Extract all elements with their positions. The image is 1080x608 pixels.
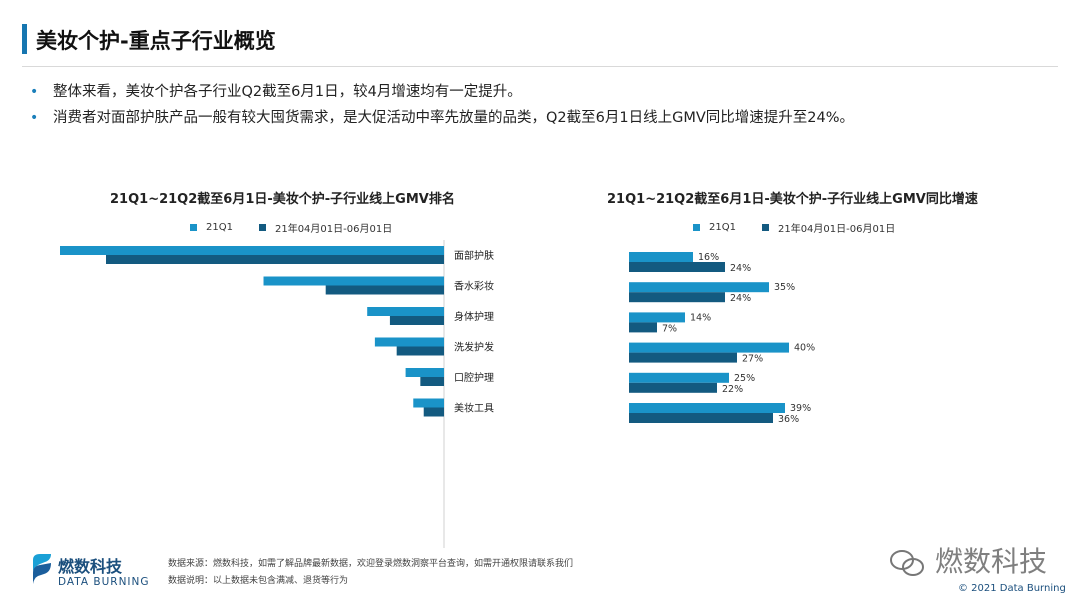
chart1-bar-21q1: [60, 246, 444, 255]
chart2-value-label: 16%: [698, 252, 719, 263]
chart2-value-label: 24%: [730, 293, 751, 304]
chart2-value-label: 7%: [662, 323, 677, 334]
chart1-bar-21q2: [396, 346, 444, 356]
legend-swatch: [190, 224, 197, 231]
page-title: 美妆个护-重点子行业概览: [36, 29, 276, 53]
copyright: © 2021 Data Burning: [958, 583, 1066, 594]
chart1-category-label: 香水彩妆: [454, 280, 494, 293]
summary-bullets: • 整体来看，美妆个护各子行业Q2截至6月1日，较4月增速均有一定提升。 • 消…: [30, 79, 1070, 131]
chart1-bar-21q1: [367, 307, 444, 316]
bullet-dot: •: [30, 110, 39, 126]
chart2-value-label: 24%: [730, 263, 751, 274]
chart2-bar-21q2: [629, 262, 725, 272]
brand-name-cn: 燃数科技: [58, 557, 123, 576]
chart2-bar-21q1: [629, 372, 729, 383]
chart2-bar-21q1: [629, 312, 685, 323]
chart2-value-label: 22%: [722, 384, 743, 395]
chart2-bar-21q2: [629, 382, 717, 393]
brand-name-en: DATA BURNING: [58, 576, 150, 588]
chart1-bar-21q2: [325, 285, 444, 295]
chart2-bar-21q1: [629, 252, 693, 262]
legend-item: 21年04月01日-06月01日: [761, 220, 896, 235]
bullet-item: • 消费者对面部护肤产品一般有较大囤货需求，是大促活动中率先放量的品类，Q2截至…: [30, 105, 1070, 131]
chart2-value-label: 25%: [734, 373, 755, 384]
chart2-bar-21q1: [629, 403, 785, 413]
source-note: 数据来源：燃数科技，如需了解品牌最新数据，欢迎登录燃数洞察平台查询，如需开通权限…: [168, 559, 574, 569]
watermark-text: 燃数科技: [935, 545, 1048, 578]
wechat-watermark-icon: [890, 550, 924, 576]
legend-swatch: [693, 224, 700, 231]
legend-item: 21Q1: [693, 222, 736, 233]
chart2-title: 21Q1~21Q2截至6月1日-美妆个护-子行业线上GMV同比增速: [607, 192, 978, 207]
chart1-category-label: 身体护理: [454, 310, 494, 323]
chart2-value-label: 36%: [778, 414, 799, 425]
title-accent-bar: [22, 24, 27, 54]
chart1-category-label: 美妆工具: [454, 402, 494, 415]
chart1-bar-21q2: [389, 316, 444, 325]
title-divider: [22, 66, 1058, 67]
bullet-text: 消费者对面部护肤产品一般有较大囤货需求，是大促活动中率先放量的品类，Q2截至6月…: [53, 110, 854, 126]
chart1-category-label: 面部护肤: [454, 249, 494, 262]
chart2-value-label: 27%: [742, 354, 763, 365]
chart1-category-label: 口腔护理: [454, 371, 494, 384]
chart1-bar-21q1: [405, 368, 444, 377]
legend-item: 21Q1: [190, 222, 233, 233]
chart1-title: 21Q1~21Q2截至6月1日-美妆个护-子行业线上GMV排名: [110, 192, 455, 207]
chart2-bar-21q2: [629, 413, 773, 423]
chart2-value-label: 35%: [774, 282, 795, 293]
chart1-bar-21q1: [413, 398, 444, 408]
chart2-legend: 21Q1 21年04月01日-06月01日: [693, 220, 921, 235]
chart2-bar-21q1: [629, 342, 789, 353]
explain-note: 数据说明：以上数据未包含满减、退货等行为: [168, 576, 349, 586]
bullet-dot: •: [30, 84, 39, 100]
legend-label: 21Q1: [709, 222, 736, 233]
chart2-value-label: 40%: [794, 343, 815, 354]
chart2-bar-21q2: [629, 292, 725, 303]
chart1-bar-21q1: [263, 276, 444, 286]
legend-item: 21年04月01日-06月01日: [258, 220, 393, 235]
chart2-bar-21q2: [629, 352, 737, 363]
chart2-bar-21q2: [629, 322, 657, 333]
legend-label: 21Q1: [206, 222, 233, 233]
bullet-item: • 整体来看，美妆个护各子行业Q2截至6月1日，较4月增速均有一定提升。: [30, 79, 1070, 105]
footnotes: 数据来源：燃数科技，如需了解品牌最新数据，欢迎登录燃数洞察平台查询，如需开通权限…: [168, 556, 573, 590]
legend-label: 21年04月01日-06月01日: [777, 224, 896, 235]
chart2-value-label: 14%: [690, 312, 711, 323]
chart2-value-label: 39%: [790, 403, 811, 414]
chart1-legend: 21Q1 21年04月01日-06月01日: [190, 220, 418, 235]
chart1-bar-21q2: [420, 377, 444, 386]
brand-logo-icon: [33, 554, 51, 584]
legend-label: 21年04月01日-06月01日: [274, 224, 393, 235]
chart1-bar-21q2: [106, 255, 444, 264]
chart1-bar-21q1: [374, 337, 444, 347]
chart1-bar-21q2: [423, 407, 444, 417]
bullet-text: 整体来看，美妆个护各子行业Q2截至6月1日，较4月增速均有一定提升。: [53, 84, 522, 100]
chart2-bar-21q1: [629, 282, 769, 293]
chart1-category-label: 洗发护发: [454, 341, 494, 354]
legend-swatch: [258, 224, 266, 231]
legend-swatch: [761, 224, 769, 231]
